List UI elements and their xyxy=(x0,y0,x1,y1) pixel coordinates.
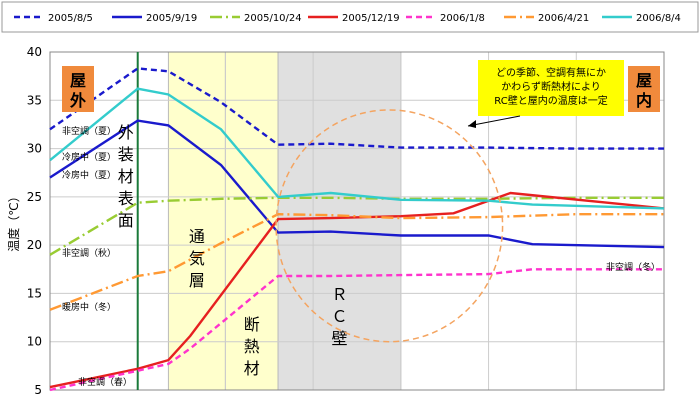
annotation-0: 非空調（夏） xyxy=(62,125,116,137)
legend: 2005/8/5 2005/9/19 2005/10/24 2005/12/19 200… xyxy=(1,1,699,33)
series-line-4 xyxy=(49,268,664,392)
region-label-0: 通気層 xyxy=(189,227,205,290)
series-line-6 xyxy=(49,87,665,210)
series-line-2 xyxy=(49,196,664,256)
legend-label-4: 2006/1/8 xyxy=(440,13,485,24)
y-tick-label: 25 xyxy=(27,190,42,204)
region-0 xyxy=(167,51,226,391)
legend-label-3: 2005/12/19 xyxy=(342,13,400,24)
annotation-1: 冷房中（夏） xyxy=(62,151,116,163)
region-label-2: ＲＣ壁 xyxy=(331,285,347,348)
series-line-5 xyxy=(49,212,664,311)
outdoor-badge: 屋外 xyxy=(69,71,86,110)
legend-label-6: 2006/8/4 xyxy=(636,13,681,24)
axes: 5 10 15 20 25 30 35 40 温度（℃） xyxy=(6,45,665,397)
annotation-4: 暖房中（冬） xyxy=(62,301,116,313)
callout-arrowhead xyxy=(468,120,476,128)
annotation-3: 非空調（秋） xyxy=(62,247,116,259)
y-tick-label: 20 xyxy=(27,238,42,252)
annotation-5: 非空調（春） xyxy=(78,376,132,388)
plot-frame xyxy=(49,51,665,391)
series-line-1 xyxy=(49,119,665,249)
series xyxy=(49,67,665,392)
legend-label-1: 2005/9/19 xyxy=(146,13,197,24)
y-tick-label: 40 xyxy=(27,45,42,59)
legend-label-0: 2005/8/5 xyxy=(48,13,93,24)
y-tick-label: 30 xyxy=(27,142,42,156)
y-tick-label: 35 xyxy=(27,93,42,107)
callout-bg xyxy=(478,60,624,116)
series-line-3 xyxy=(49,191,665,389)
y-tick-label: 15 xyxy=(27,286,42,300)
series-line-0 xyxy=(49,67,664,150)
indoor-badge-bg xyxy=(628,66,660,112)
outdoor-badge-bg xyxy=(62,66,94,112)
vertical-line-label: 外装材表面 xyxy=(118,123,134,230)
legend-label-2: 2005/10/24 xyxy=(244,13,302,24)
y-axis-label: 温度（℃） xyxy=(6,190,21,251)
y-tick-label: 10 xyxy=(27,335,42,349)
annotation-6: 非空調（冬） xyxy=(606,261,660,273)
legend-label-5: 2006/4/21 xyxy=(538,13,589,24)
annotation-2: 冷房中（夏） xyxy=(62,169,116,181)
y-tick-label: 5 xyxy=(34,383,42,397)
callout-pointer xyxy=(467,115,521,127)
callout-text: どの季節、空調有無にかかわらず断熱材により RC壁と屋内の温度は一定 xyxy=(494,66,607,107)
region-label-1: 断熱材 xyxy=(244,315,260,378)
indoor-badge: 屋内 xyxy=(636,71,652,110)
